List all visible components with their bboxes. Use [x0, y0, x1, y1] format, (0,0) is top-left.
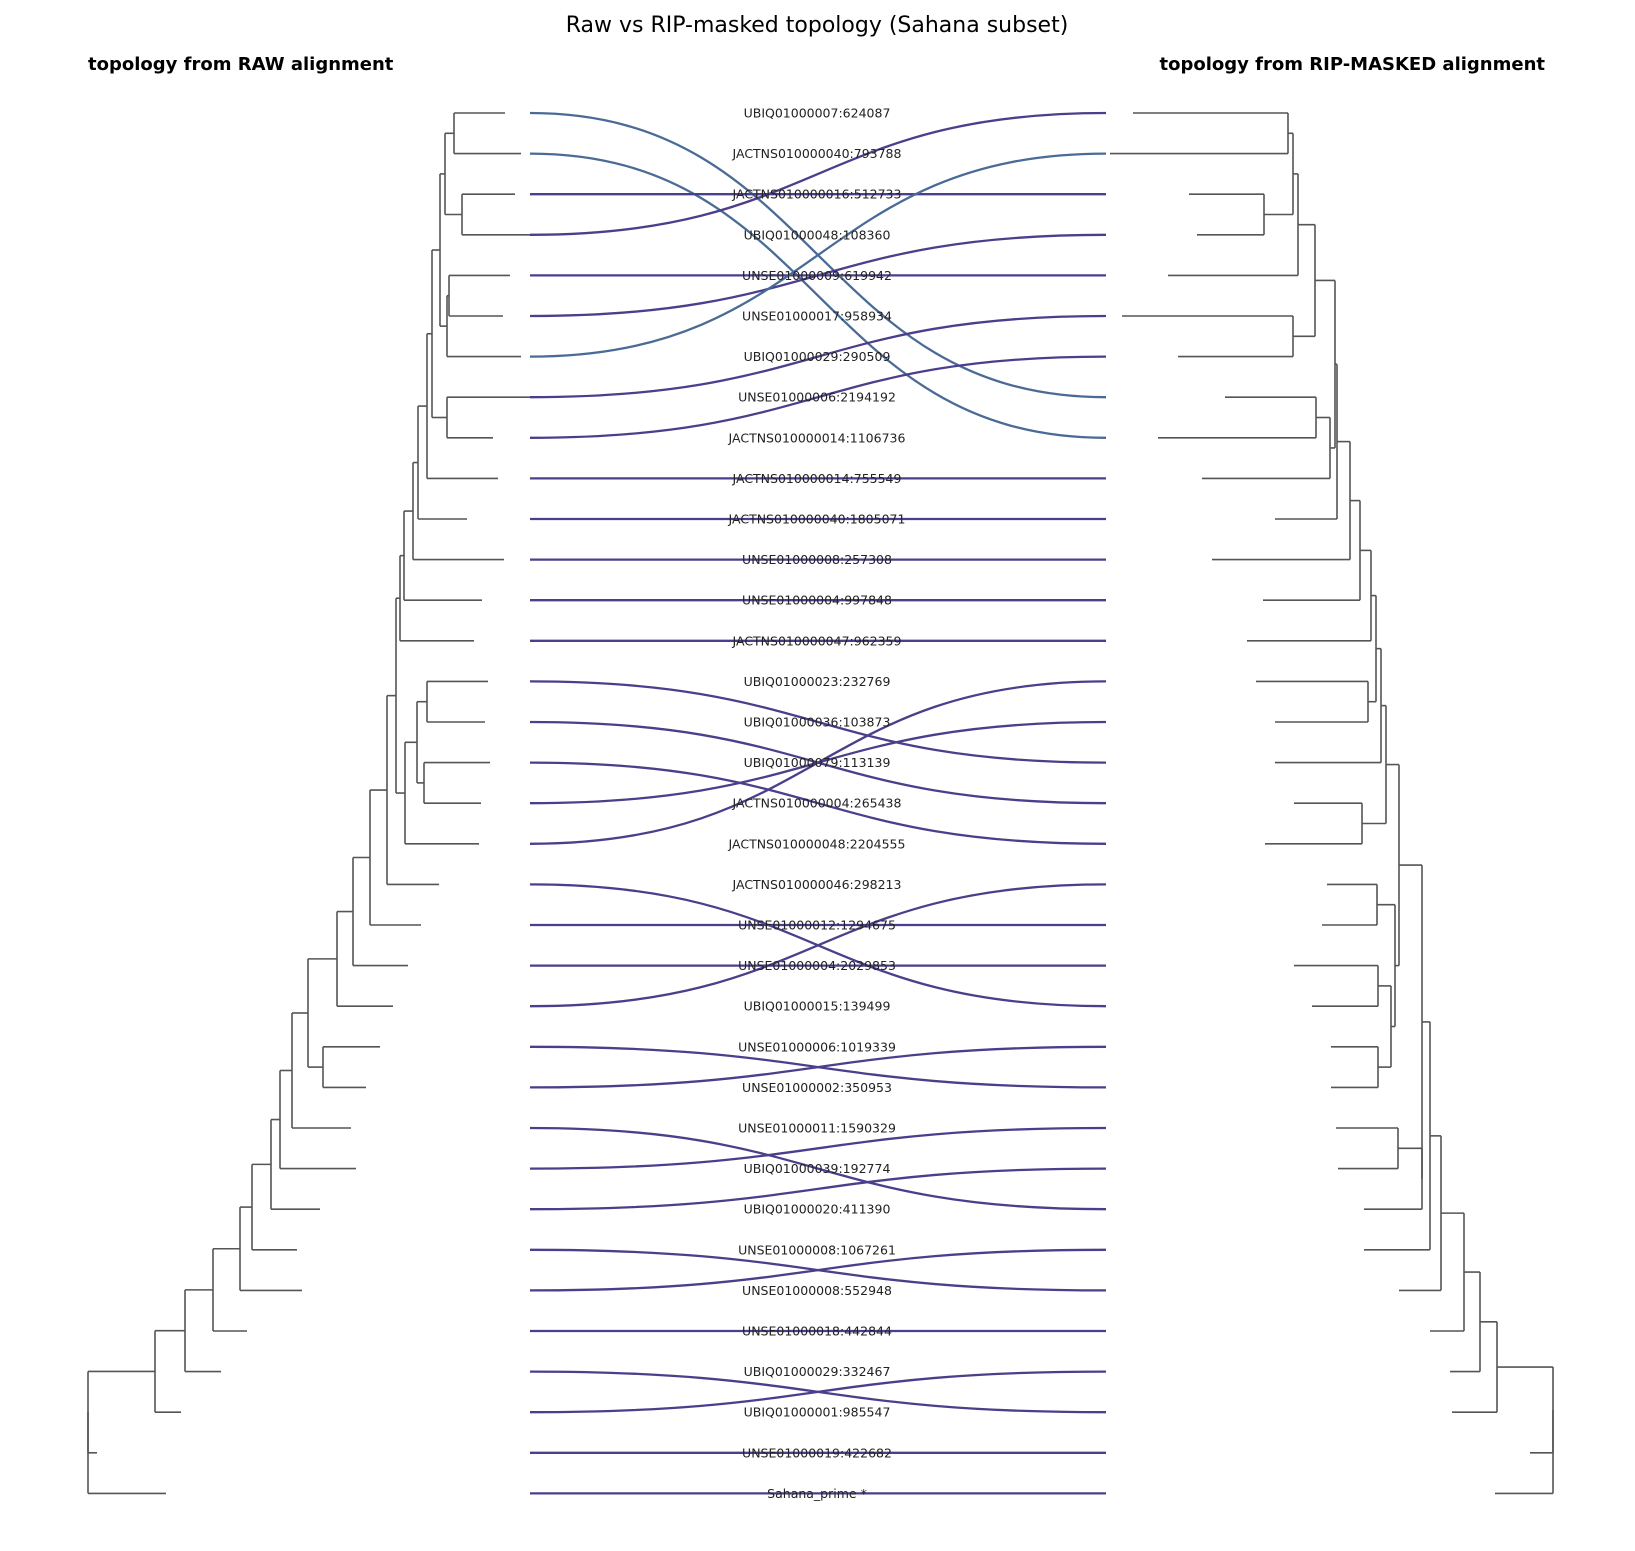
leaf-label: UNSE01000012:1294675	[738, 918, 896, 933]
tanglegram-link	[529, 883, 1107, 1008]
leaf-label: JACTNS010000040:1805071	[728, 512, 906, 527]
masked-alignment-tree	[1110, 112, 1554, 1495]
tanglegram-link	[529, 152, 1107, 439]
leaf-label: JACTNS010000014:1106736	[728, 430, 906, 445]
leaf-label: JACTNS010000040:793788	[732, 146, 902, 161]
tanglegram-link	[529, 152, 1107, 358]
leaf-label: JACTNS010000016:512733	[732, 187, 902, 202]
leaf-label: UNSE01000009:619942	[742, 268, 892, 283]
leaf-label: JACTNS010000048:2204555	[728, 836, 906, 851]
leaf-label: UNSE01000004:997848	[742, 593, 892, 608]
left-panel-title: topology from RAW alignment	[88, 54, 394, 75]
leaf-label: UBIQ01000039:192774	[744, 1161, 891, 1176]
leaf-label: UNSE01000008:1067261	[738, 1242, 896, 1257]
tanglegram-link	[529, 355, 1107, 439]
leaf-label: UNSE01000018:442844	[742, 1324, 892, 1339]
tanglegram-link	[529, 1126, 1107, 1211]
leaf-label: JACTNS010000047:962359	[732, 633, 902, 648]
tanglegram-link	[529, 233, 1107, 318]
tanglegram-link	[529, 1370, 1107, 1414]
leaf-label: UBIQ01000048:108360	[744, 227, 891, 242]
figure-title: Raw vs RIP-masked topology (Sahana subse…	[566, 13, 1069, 38]
tanglegram-link	[529, 761, 1107, 845]
tanglegram-link	[529, 314, 1107, 399]
leaf-label: UBIQ01000029:332467	[744, 1364, 891, 1379]
raw-alignment-tree	[87, 112, 536, 1495]
leaf-label: UBIQ01000079:113139	[744, 755, 891, 770]
right-panel-title: topology from RIP-MASKED alignment	[1160, 54, 1546, 75]
tanglegram-link	[529, 1126, 1107, 1170]
leaf-label: UNSE01000008:552948	[742, 1283, 892, 1298]
leaf-label: UBIQ01000029:290509	[744, 349, 891, 364]
tanglegram-link	[529, 680, 1107, 764]
leaf-label: JACTNS010000014:755549	[732, 471, 902, 486]
tanglegram-link	[529, 680, 1107, 845]
leaf-label: UNSE01000002:350953	[742, 1080, 892, 1095]
leaf-label: UNSE01000017:958934	[742, 309, 892, 324]
tanglegram-link	[529, 1248, 1107, 1292]
leaf-label: UBIQ01000036:103873	[744, 715, 891, 730]
leaf-label: UNSE01000019:422682	[742, 1445, 892, 1460]
leaf-label: JACTNS010000004:265438	[732, 796, 902, 811]
leaf-label: UBIQ01000020:411390	[744, 1202, 891, 1217]
tanglegram-link	[529, 1167, 1107, 1211]
leaf-label: UBIQ01000007:624087	[744, 106, 891, 121]
leaf-label: UNSE01000011:1590329	[738, 1121, 896, 1136]
leaf-label: UBIQ01000015:139499	[744, 999, 891, 1014]
leaf-label: UNSE01000006:1019339	[738, 1039, 896, 1054]
leaf-label: Sahana_prime *	[767, 1486, 867, 1501]
leaf-label: UBIQ01000023:232769	[744, 674, 891, 689]
leaf-label: UNSE01000008:257308	[742, 552, 892, 567]
leaf-label: JACTNS010000046:298213	[732, 877, 902, 892]
tanglegram-link	[529, 1045, 1107, 1089]
leaf-label: UNSE01000004:2029853	[738, 958, 896, 973]
leaf-label: UNSE01000006:2194192	[738, 390, 896, 405]
tanglegram-links	[529, 111, 1107, 1495]
tanglegram-link	[529, 111, 1107, 236]
leaf-label: UBIQ01000001:985547	[744, 1405, 891, 1420]
leaf-labels: UBIQ01000007:624087 JACTNS010000040:79378…	[728, 106, 906, 1501]
